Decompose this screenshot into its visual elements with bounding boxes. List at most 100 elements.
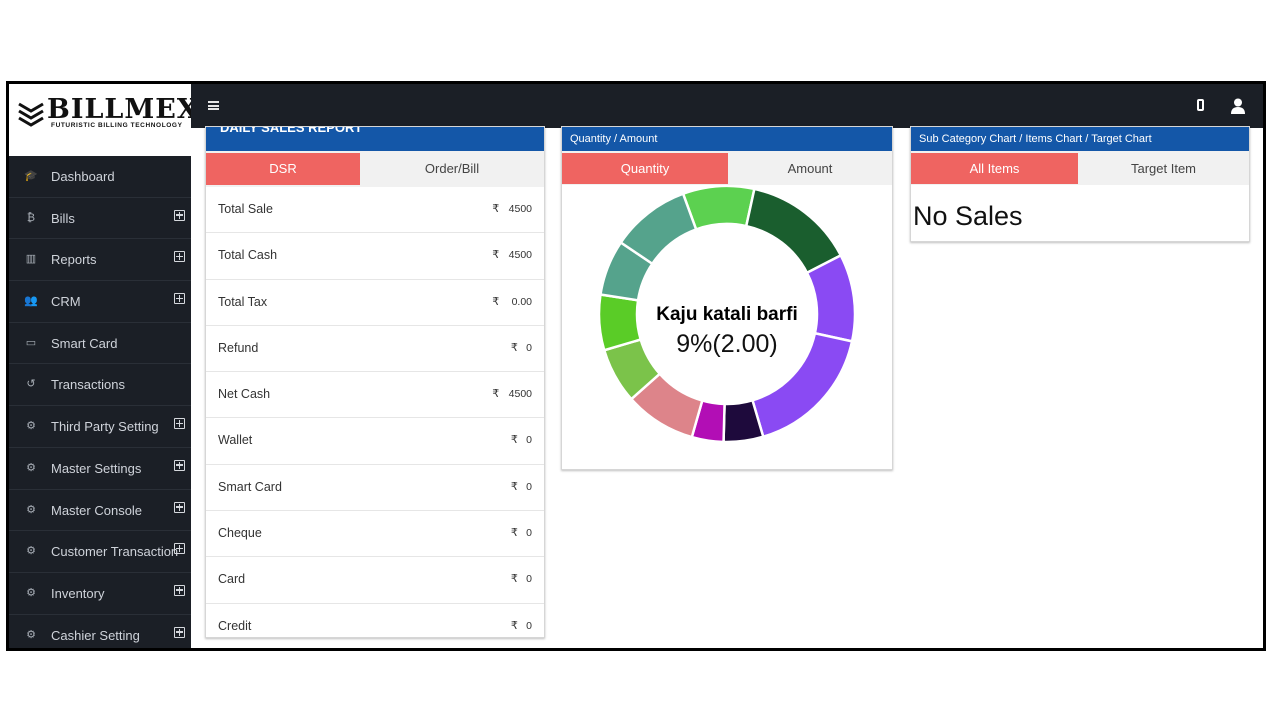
quantity-amount-panel: Quantity / Amount Quantity Amount Kaju k… [561, 126, 893, 470]
users-icon: 👥 [24, 295, 38, 308]
sidebar-item-customer-transaction[interactable]: ⚙ Customer Transaction [9, 531, 191, 573]
subcategory-panel-title: Sub Category Chart / Items Chart / Targe… [911, 127, 1249, 151]
sidebar-item-smart-card[interactable]: ▭ Smart Card [9, 323, 191, 365]
expand-plus-icon[interactable] [174, 459, 185, 471]
expand-plus-icon[interactable] [174, 543, 185, 555]
donut-slice[interactable] [805, 253, 857, 343]
sidebar-item-cashier-setting[interactable]: ⚙ Cashier Setting [9, 615, 191, 648]
expand-plus-icon[interactable] [174, 626, 185, 638]
dsr-row: Total Cash ₹4500 [206, 233, 544, 280]
top-bar [191, 84, 1263, 128]
brand-tagline: FUTURISTIC BILLING TECHNOLOGY [51, 122, 183, 129]
cogs-icon: ⚙ [26, 461, 36, 474]
rupee-symbol: ₹ [492, 295, 500, 308]
dsr-row: Total Tax ₹0.00 [206, 280, 544, 326]
menu-toggle-icon[interactable] [208, 101, 219, 110]
sidebar-item-third-party-setting[interactable]: ⚙ Third Party Setting [9, 406, 191, 448]
dsr-row-value: 4500 [508, 249, 532, 262]
expand-plus-icon[interactable] [174, 293, 185, 305]
sidebar: BILLMEX FUTURISTIC BILLING TECHNOLOGY 🎓 D… [9, 84, 198, 648]
tab-amount[interactable]: Amount [787, 161, 833, 176]
quantity-panel-title: Quantity / Amount [562, 127, 892, 151]
subcategory-chart-panel: Sub Category Chart / Items Chart / Targe… [910, 126, 1250, 242]
dsr-row: Wallet ₹0 [206, 418, 544, 465]
tab-target-item[interactable]: Target Item [1130, 161, 1197, 176]
sidebar-item-master-settings[interactable]: ⚙ Master Settings [9, 448, 191, 490]
bitcoin-icon: ₿ [26, 211, 36, 224]
rupee-symbol: ₹ [510, 619, 518, 632]
mobile-icon[interactable] [1197, 99, 1204, 111]
dsr-rows: Total Sale ₹4500 Total Cash ₹4500 Total Tax ₹… [206, 187, 544, 648]
dsr-row-label: Total Cash [218, 248, 278, 263]
cogs-icon: ⚙ [26, 628, 36, 641]
tab-dsr[interactable]: DSR [206, 153, 360, 185]
dsr-row: Refund ₹0 [206, 326, 544, 373]
dsr-row-label: Net Cash [218, 387, 271, 402]
no-sales-message: No Sales [913, 201, 1023, 231]
tab-order-bill[interactable]: Order/Bill [424, 161, 480, 176]
credit-card-icon: ▭ [25, 336, 37, 349]
rupee-symbol: ₹ [492, 203, 500, 215]
bar-chart-icon: ▥ [25, 253, 37, 266]
sidebar-item-dashboard[interactable]: 🎓 Dashboard [9, 156, 191, 198]
sidebar-item-transactions[interactable]: ↺ Transactions [9, 364, 191, 407]
quantity-tabs: Quantity Amount [562, 151, 892, 185]
brand-name: BILLMEX [47, 94, 199, 125]
expand-plus-icon[interactable] [174, 418, 185, 430]
cogs-icon: ⚙ [26, 586, 36, 599]
daily-sales-report-panel: DAILY SALES REPORT DSR Order/Bill Total … [205, 126, 545, 638]
tab-quantity[interactable]: Quantity [562, 153, 728, 184]
dsr-row-label: Smart Card [218, 479, 282, 494]
dsr-row-value: 0 [526, 480, 532, 493]
dsr-row-value: 0 [526, 619, 532, 632]
user-icon[interactable] [1230, 98, 1246, 114]
expand-plus-icon[interactable] [174, 584, 185, 596]
sidebar-item-bills[interactable]: ₿ Bills [9, 198, 191, 240]
sidebar-item-label: Third Party Setting [51, 419, 159, 435]
chart-center-value: 9%(2.00) [676, 330, 778, 358]
dsr-row-label: Refund [218, 340, 259, 355]
history-icon: ↺ [26, 378, 36, 391]
sidebar-item-crm[interactable]: 👥 CRM [9, 281, 191, 323]
sidebar-item-master-console[interactable]: ⚙ Master Console [9, 490, 191, 532]
sidebar-item-label: Reports [51, 252, 97, 268]
dsr-row-value: 0 [526, 527, 532, 540]
dsr-row-label: Total Tax [218, 294, 268, 309]
donut-slice[interactable] [744, 187, 843, 275]
sidebar-item-label: Master Console [51, 502, 143, 518]
rupee-symbol: ₹ [492, 249, 500, 262]
dsr-row: Credit ₹0 [206, 604, 544, 648]
dsr-row-value: 0 [526, 434, 532, 447]
brand-logo[interactable]: BILLMEX FUTURISTIC BILLING TECHNOLOGY [9, 84, 198, 156]
tab-all-items[interactable]: All Items [911, 153, 1078, 184]
dsr-row-label: Credit [218, 618, 252, 633]
dsr-row-label: Wallet [218, 433, 253, 448]
sidebar-item-reports[interactable]: ▥ Reports [9, 239, 191, 282]
chart-center-title: Kaju katali barfi [656, 304, 798, 325]
rupee-symbol: ₹ [510, 434, 518, 447]
expand-plus-icon[interactable] [174, 209, 185, 221]
donut-chart [597, 185, 857, 444]
sidebar-item-label: Transactions [51, 377, 125, 393]
expand-plus-icon[interactable] [174, 251, 185, 263]
dsr-row-value: 0.00 [511, 295, 532, 308]
app-window: BILLMEX FUTURISTIC BILLING TECHNOLOGY 🎓 D… [6, 81, 1266, 651]
dsr-row-label: Card [218, 572, 246, 587]
rupee-symbol: ₹ [510, 573, 518, 586]
dsr-row: Cheque ₹0 [206, 511, 544, 558]
subcategory-tabs: All Items Target Item [911, 151, 1249, 185]
rupee-symbol: ₹ [510, 527, 518, 540]
sidebar-item-inventory[interactable]: ⚙ Inventory [9, 573, 191, 615]
logo-mark-icon [18, 102, 44, 127]
dsr-panel-header: DAILY SALES REPORT [206, 127, 544, 151]
cogs-icon: ⚙ [26, 420, 36, 433]
dsr-row-label: Total Sale [218, 202, 273, 216]
dsr-tabs: DSR Order/Bill [206, 151, 544, 187]
sidebar-item-label: Master Settings [51, 460, 142, 476]
dsr-row-value: 0 [526, 341, 532, 354]
donut-slice[interactable] [619, 192, 698, 266]
rupee-symbol: ₹ [492, 388, 500, 401]
dsr-row-value: 0 [526, 573, 532, 586]
expand-plus-icon[interactable] [174, 501, 185, 513]
rupee-symbol: ₹ [510, 480, 518, 493]
